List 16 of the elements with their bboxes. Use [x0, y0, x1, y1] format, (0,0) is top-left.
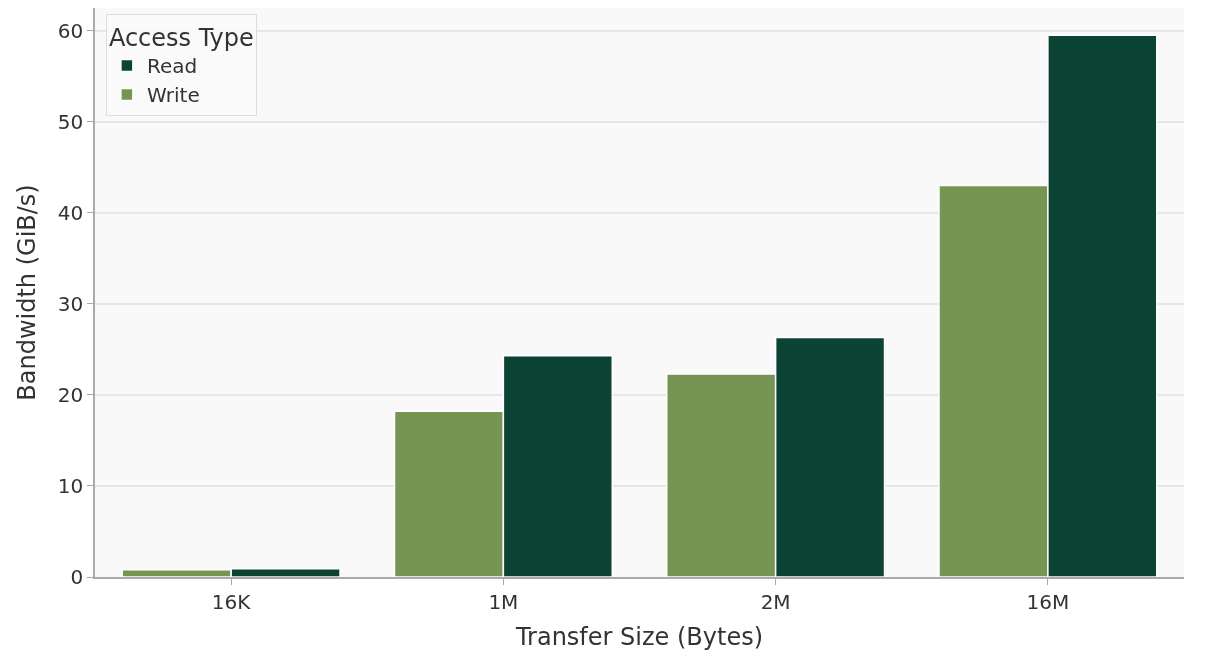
x-axis-title: Transfer Size (Bytes) — [514, 622, 764, 651]
y-tick-label: 50 — [57, 109, 84, 134]
y-axis-title: Bandwidth (GiB/s) — [13, 184, 42, 401]
legend-label: Read — [146, 54, 198, 79]
x-tick-label: 2M — [760, 589, 791, 614]
legend-label: Write — [146, 83, 200, 108]
y-tick-label: 20 — [57, 382, 84, 407]
y-tick-label: 60 — [57, 18, 84, 43]
y-tick-label: 40 — [57, 200, 84, 225]
y-tick-label: 0 — [70, 565, 84, 589]
x-tick-label: 1M — [488, 589, 519, 614]
legend-title: Access Type — [108, 23, 254, 52]
y-tick-label: 30 — [57, 291, 84, 316]
y-tick-label: 10 — [57, 473, 84, 498]
x-tick-label: 16M — [1026, 589, 1070, 614]
x-tick-label: 16K — [211, 589, 252, 614]
